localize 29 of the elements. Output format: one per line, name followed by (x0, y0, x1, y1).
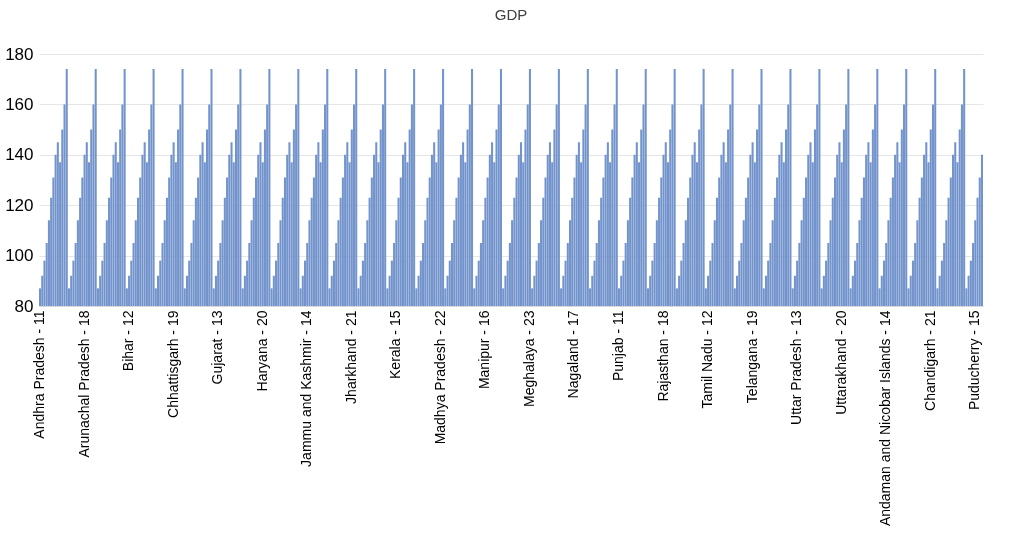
x-tick-label: Madhya Pradesh - 22 (431, 310, 448, 445)
x-tick-label: Uttar Pradesh - 13 (788, 310, 805, 425)
y-tick-label: 80 (14, 296, 34, 316)
x-tick-label: Meghalaya - 23 (520, 310, 537, 408)
x-tick-label: Tamil Nadu - 12 (699, 310, 716, 409)
x-tick-label: Nagaland - 17 (565, 310, 582, 399)
x-tick-label: Kerala - 15 (387, 310, 404, 379)
x-tick-label: Andhra Pradesh - 11 (31, 310, 48, 439)
y-tick-label: 100 (5, 246, 34, 266)
x-tick-label: Jammu and Kashmir - 14 (298, 310, 315, 467)
x-tick-label: Chandigarh - 21 (921, 310, 938, 411)
x-tick-label: Chhattisgarh - 19 (164, 310, 181, 418)
x-tick-label: Puducherry - 15 (966, 310, 983, 411)
x-tick-label: Punjab - 11 (610, 310, 626, 382)
x-tick-label: Uttarakhand - 20 (832, 310, 849, 415)
x-tick-label: Jharkhand - 21 (342, 310, 359, 404)
y-tick-label: 160 (5, 94, 34, 114)
y-tick-label: 180 (5, 44, 34, 64)
y-tick-label: 140 (5, 145, 34, 165)
x-tick-label: Rajasthan - 18 (654, 310, 671, 402)
x-tick-label: Bihar - 12 (120, 310, 137, 372)
x-tick-label: Manipur - 16 (476, 310, 493, 390)
x-tick-label: Andaman and Nicobar Islands - 14 (877, 310, 894, 527)
x-tick-label: Telangana - 19 (743, 310, 760, 404)
x-tick-label: Haryana - 20 (253, 310, 270, 392)
y-tick-label: 120 (5, 195, 34, 215)
x-tick-label: Gujarat - 13 (209, 310, 226, 385)
chart-title: GDP (494, 6, 528, 23)
x-tick-label: Arunachal Pradesh - 18 (75, 310, 92, 458)
